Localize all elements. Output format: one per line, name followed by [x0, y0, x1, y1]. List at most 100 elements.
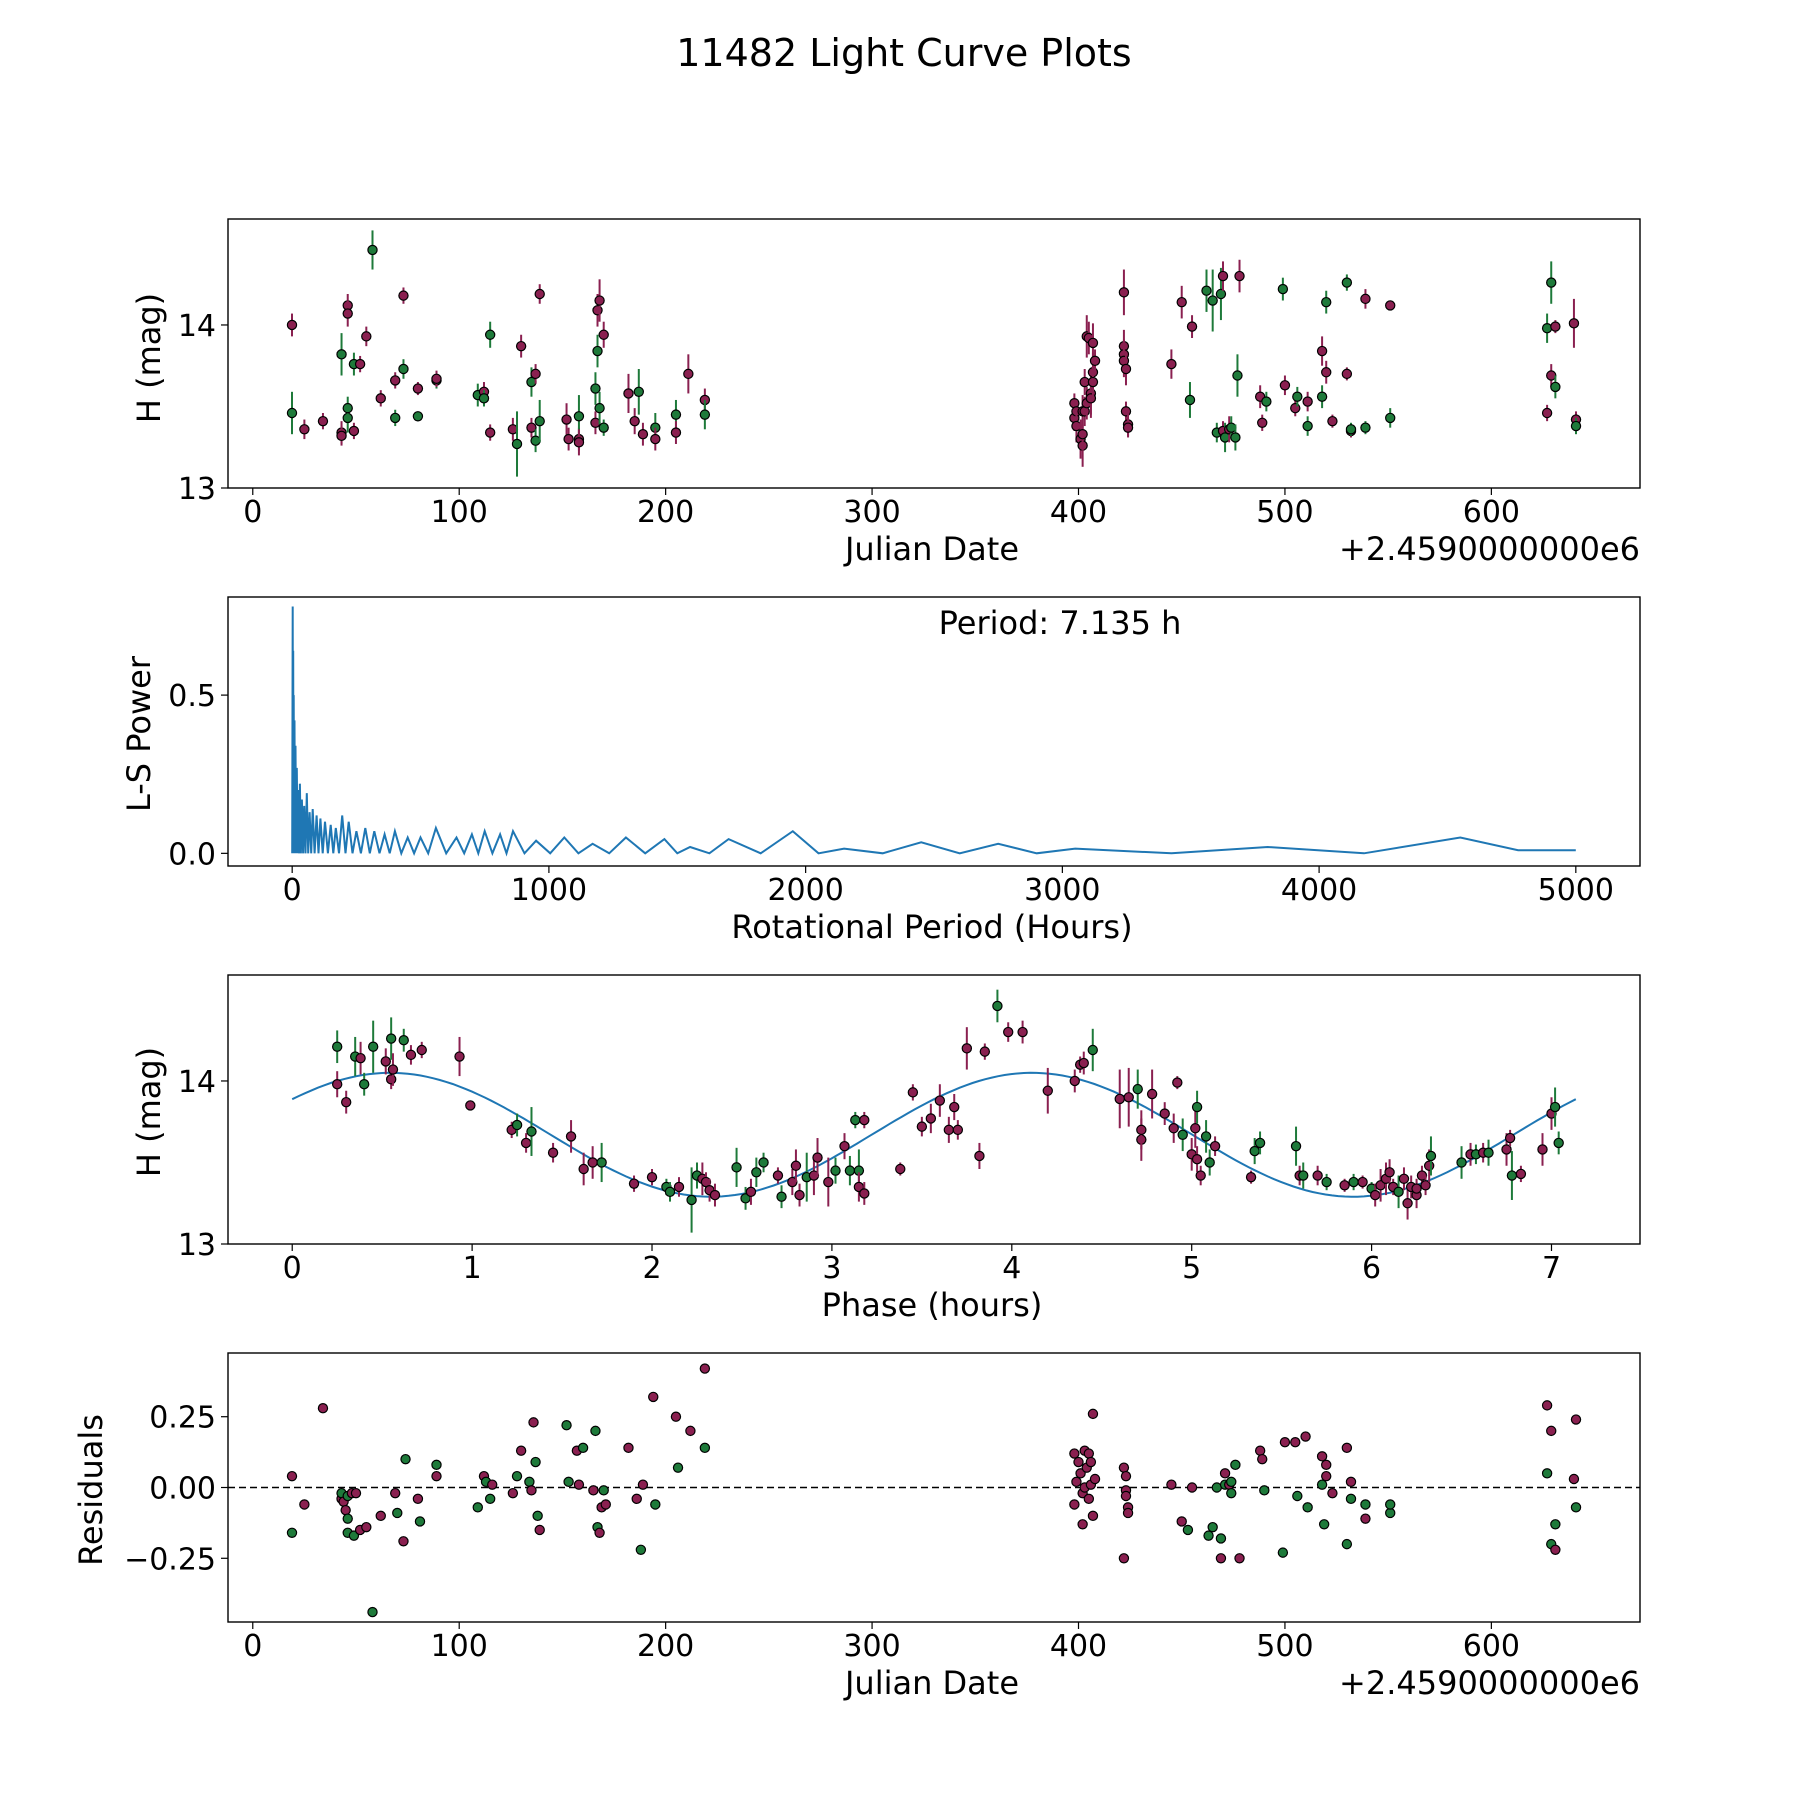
residual-point [1069, 1448, 1080, 1459]
data-point [907, 1087, 919, 1098]
residual-point [400, 1453, 411, 1465]
data-point [431, 373, 442, 384]
residual-point [637, 1479, 649, 1490]
data-point [1123, 1092, 1134, 1103]
residual-point [286, 1527, 298, 1539]
x-tick-label: 400 [1050, 495, 1107, 530]
data-point [1176, 296, 1187, 308]
data-point [1348, 1176, 1359, 1188]
residuals-axes: 0 100 200 300 400 500 600 0.25 0.00 −0.25 [124, 1352, 1641, 1664]
data-point [1245, 1171, 1257, 1183]
residual-point [1570, 1414, 1582, 1425]
residual-point [1316, 1479, 1328, 1490]
data-point [590, 383, 601, 394]
residual-point [1345, 1493, 1357, 1505]
data-point [534, 288, 545, 300]
x-tick-label: 300 [843, 495, 900, 530]
x-tick-label: 300 [843, 1629, 900, 1664]
residual-point [1073, 1456, 1084, 1468]
data-point [1345, 424, 1357, 435]
residual-point [577, 1442, 589, 1454]
data-point [530, 368, 541, 380]
residual-point [398, 1536, 409, 1547]
residual-point [1345, 1476, 1357, 1488]
data-point [1191, 1101, 1203, 1113]
data-point [1290, 402, 1301, 414]
residual-point [1321, 1459, 1332, 1471]
data-point [398, 363, 409, 375]
residual-point [414, 1516, 426, 1527]
data-point [342, 308, 353, 319]
x-tick-label: 4000 [1281, 873, 1357, 908]
residual-point [1166, 1479, 1177, 1490]
data-point [1215, 288, 1227, 300]
data-point [979, 1046, 991, 1057]
residual-point [431, 1459, 442, 1471]
residual-point [375, 1510, 386, 1522]
residual-point [1203, 1530, 1214, 1541]
data-point [1146, 1088, 1158, 1100]
data-point [1553, 1137, 1564, 1149]
data-point [745, 1186, 757, 1198]
periodogram-series [291, 606, 1576, 857]
data-point [1209, 1140, 1221, 1152]
data-point [1316, 345, 1328, 357]
residual-point [699, 1363, 711, 1374]
data-point [1456, 1157, 1467, 1168]
x-tick-label: 0 [283, 873, 302, 908]
data-point [1360, 422, 1371, 433]
data-point [1077, 429, 1088, 440]
y-tick-label: 0.0 [168, 837, 216, 872]
data-point [1249, 1145, 1260, 1157]
residual-point [1234, 1553, 1245, 1564]
data-point [629, 415, 640, 427]
data-point [1087, 1044, 1098, 1056]
residual-point [1186, 1482, 1198, 1493]
x-tick-label: 1000 [511, 873, 587, 908]
residual-point [524, 1476, 535, 1488]
data-point [367, 1041, 379, 1052]
data-point [1168, 1123, 1179, 1134]
data-point [1087, 376, 1099, 388]
residuals-ylabel: Residuals [72, 1414, 110, 1566]
y-tick-label: 13 [178, 1228, 216, 1263]
periodogram-ylabel: L-S Power [120, 655, 158, 812]
residual-point [431, 1470, 442, 1482]
x-tick-label: 0 [283, 1251, 302, 1286]
plot-frame [227, 596, 1641, 867]
data-point [1190, 1123, 1201, 1134]
residual-point [526, 1485, 537, 1496]
data-point [511, 438, 523, 450]
data-point [526, 1126, 537, 1137]
residual-point [515, 1445, 527, 1456]
fit-curve [291, 1071, 1577, 1198]
residual-point [1089, 1473, 1101, 1485]
data-point [1277, 283, 1289, 295]
data-point [1327, 415, 1338, 427]
data-point [992, 1000, 1003, 1012]
data-point [573, 437, 585, 448]
data-point [380, 1056, 391, 1067]
data-point [1321, 296, 1332, 308]
residual-point [1207, 1521, 1218, 1533]
data-point [808, 1170, 820, 1181]
residual-point [340, 1504, 351, 1516]
data-point [709, 1189, 721, 1201]
x-tick-label: 7 [1542, 1251, 1561, 1286]
data-point [358, 1079, 370, 1090]
data-point [1302, 420, 1313, 432]
residual-point [1118, 1462, 1130, 1473]
y-tick-label: 0.00 [149, 1472, 216, 1507]
residual-point [648, 1391, 659, 1403]
data-point [751, 1167, 762, 1178]
data-point [1292, 391, 1303, 402]
data-point [1085, 393, 1097, 404]
data-point [839, 1140, 850, 1152]
residual-point [1230, 1459, 1241, 1471]
data-point [961, 1043, 973, 1054]
residual-point [590, 1425, 601, 1437]
data-point [1122, 422, 1134, 433]
data-point [286, 407, 298, 419]
data-point [1570, 420, 1582, 432]
data-point [484, 329, 496, 340]
